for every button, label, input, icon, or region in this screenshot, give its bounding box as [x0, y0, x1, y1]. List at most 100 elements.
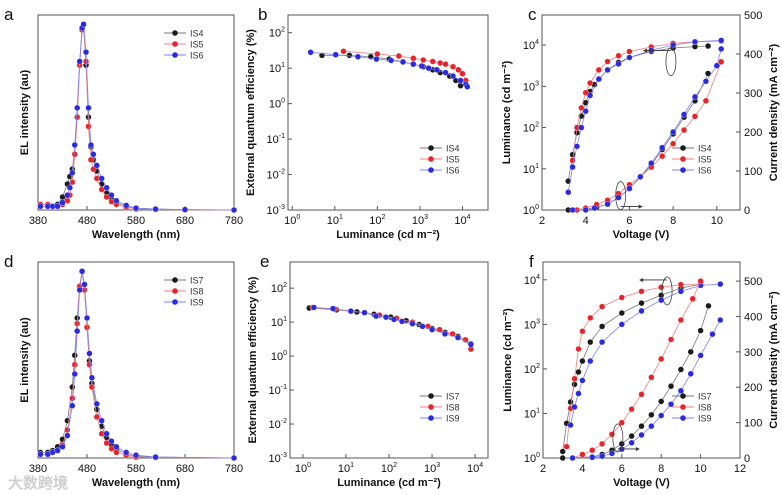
y-tick-label: 100 [524, 452, 540, 465]
legend-marker [680, 393, 686, 399]
legend-item: IS7 [672, 392, 712, 402]
data-point [670, 128, 677, 136]
x-axis-label: Voltage (V) [613, 229, 670, 241]
data-point [638, 307, 645, 315]
data-point [575, 369, 582, 376]
data-point [567, 399, 574, 406]
data-point [689, 295, 696, 302]
legend-label: IS5 [698, 155, 712, 165]
x-tick-label: 12 [734, 463, 746, 475]
data-point [71, 141, 78, 149]
data-point [589, 454, 596, 461]
y2-tick-label: 100 [744, 166, 762, 178]
series-is9 [37, 268, 238, 462]
y-tick-label: 10-2 [267, 169, 286, 182]
series-line [309, 307, 472, 345]
data-point [718, 58, 725, 65]
data-point [82, 49, 90, 56]
series-is8 [569, 278, 704, 462]
data-point [626, 185, 633, 192]
data-point [681, 127, 688, 134]
data-point [64, 192, 71, 199]
data-point [618, 419, 625, 426]
y-tick-label: 104 [523, 39, 539, 52]
legend-item: IS5 [164, 40, 204, 50]
data-point [419, 323, 426, 330]
data-point [87, 156, 94, 163]
panel-label: b [258, 5, 267, 24]
y2-tick-label: 500 [744, 10, 762, 22]
data-point [372, 313, 380, 320]
data-point [702, 97, 709, 104]
data-point [559, 454, 566, 462]
data-point [595, 66, 602, 73]
y-tick-label: 10-3 [269, 452, 288, 465]
legend-marker [172, 288, 178, 294]
legend-item: IS5 [672, 155, 712, 165]
legend-label: IS6 [698, 166, 712, 176]
data-point [573, 129, 581, 136]
data-point [459, 70, 466, 77]
data-point [88, 374, 95, 381]
y-tick-label: 10-1 [267, 133, 286, 146]
data-point [108, 438, 115, 445]
data-point [565, 189, 572, 196]
data-point [648, 411, 655, 418]
data-point [332, 51, 339, 58]
series-is8 [309, 304, 474, 353]
data-point [638, 391, 645, 398]
data-point [467, 341, 474, 348]
x-tick-label: 680 [176, 215, 194, 227]
x-tick-label: 380 [29, 463, 47, 475]
data-point [152, 454, 159, 461]
legend-label: IS8 [698, 403, 712, 413]
x-tick-label: 103 [412, 214, 428, 227]
data-point [709, 331, 716, 338]
series-line [567, 39, 722, 193]
x-tick-label: 4 [579, 463, 585, 475]
legend-item: IS9 [672, 414, 712, 424]
series-line [572, 40, 722, 161]
data-point [677, 366, 684, 373]
y-tick-label: 101 [271, 316, 287, 329]
data-point [454, 334, 462, 341]
legend-label: IS4 [446, 144, 460, 154]
data-point [83, 324, 91, 331]
data-point [658, 412, 665, 419]
legend-label: IS9 [446, 414, 460, 424]
x-tick-label: 8 [670, 215, 676, 227]
data-point [638, 300, 645, 307]
data-point [81, 281, 88, 288]
ellipse-annotation [615, 181, 627, 210]
data-point [579, 328, 586, 335]
data-point [578, 124, 585, 131]
y2-axis-label: Current density (mA cm⁻²) [768, 43, 780, 181]
y2-tick-label: 0 [744, 453, 750, 465]
data-point [410, 61, 417, 68]
data-point [628, 439, 635, 446]
data-point [569, 454, 576, 462]
data-point [59, 199, 66, 206]
y2-tick-label: 200 [744, 382, 762, 394]
data-point [658, 398, 665, 405]
data-point [230, 454, 238, 462]
x-tick-label: 680 [176, 463, 194, 475]
data-point [697, 278, 704, 285]
legend-label: IS8 [190, 287, 204, 297]
data-point [628, 433, 635, 440]
data-point [428, 326, 436, 333]
legend-marker [172, 52, 178, 58]
legend-label: IS6 [190, 51, 204, 61]
data-point [604, 58, 611, 65]
legend-label: IS8 [446, 403, 460, 413]
arrow-head-icon [639, 277, 644, 282]
y2-tick-label: 400 [744, 311, 762, 323]
data-point [691, 38, 699, 45]
x-tick-label: 580 [127, 215, 145, 227]
data-point [113, 449, 120, 456]
panel-b: b 100 101 102 103 104 10-3 10-2 10-1 100 101 102 Lum… [245, 5, 489, 241]
legend-marker [172, 277, 178, 283]
x-axis-label: Luminance (cd m⁻²) [336, 229, 440, 241]
data-point [71, 352, 78, 359]
